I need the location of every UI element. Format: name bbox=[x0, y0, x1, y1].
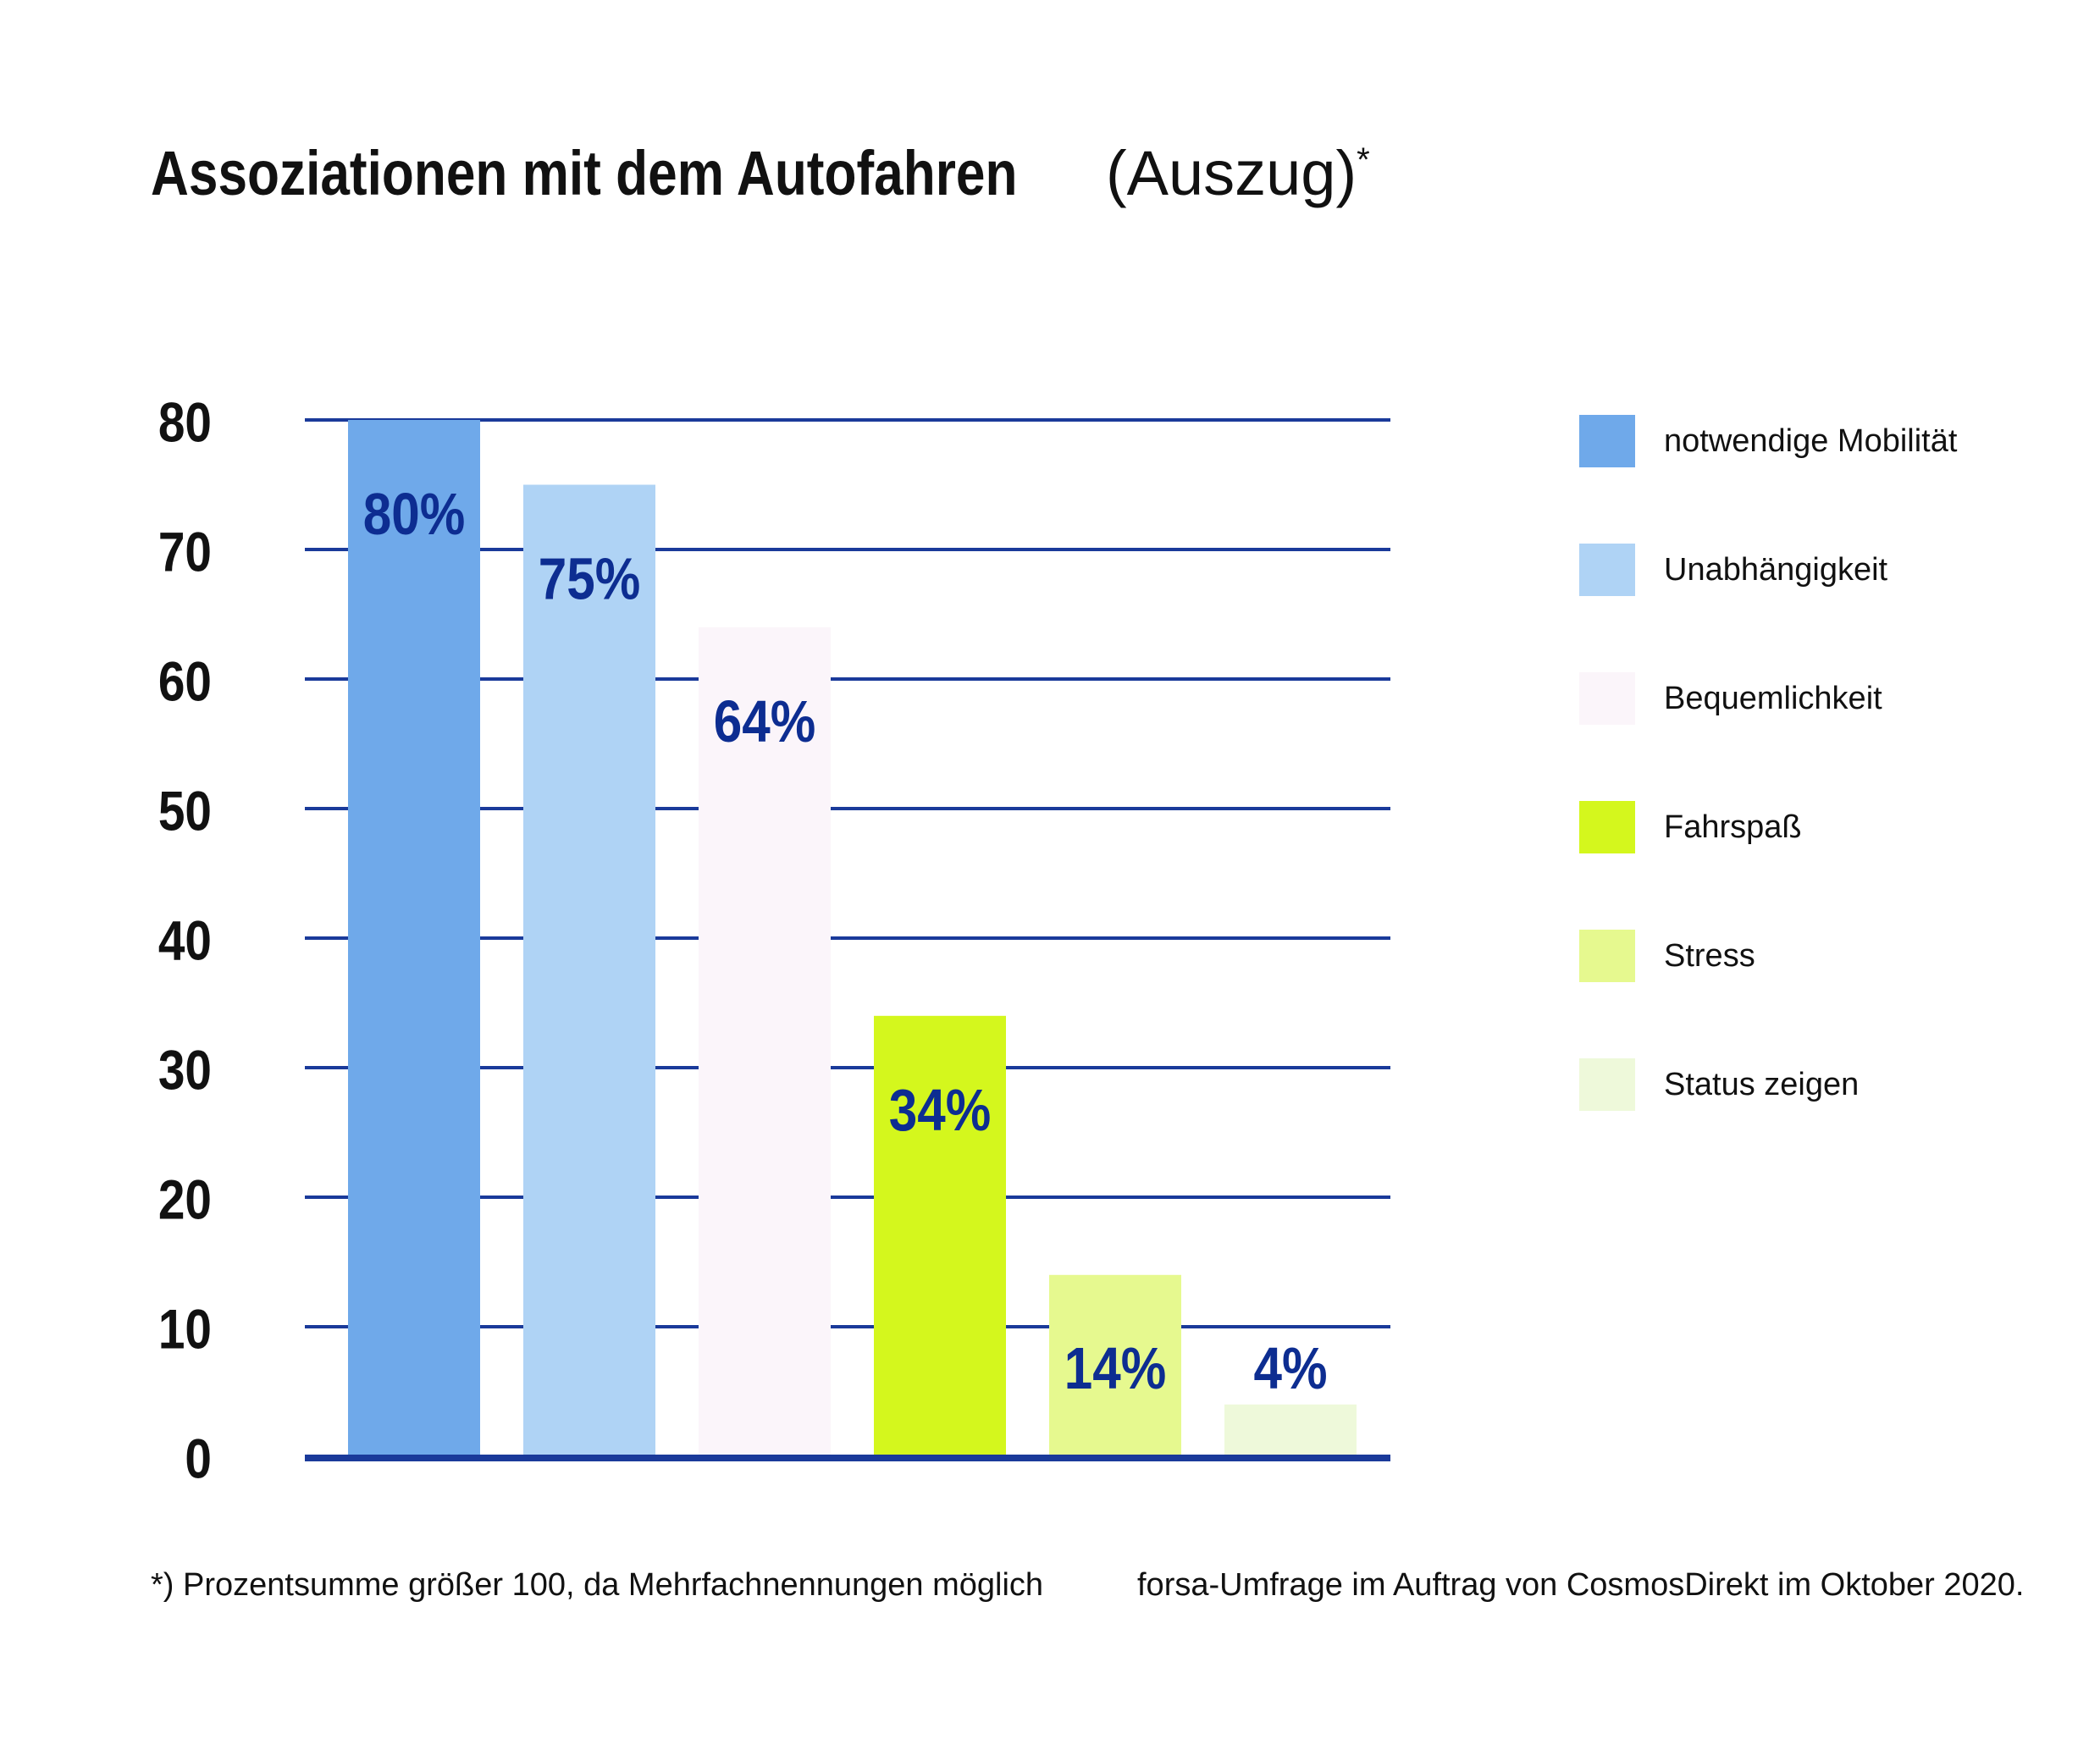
y-tick-label-80: 80 bbox=[158, 391, 212, 454]
bar-6 bbox=[1224, 1404, 1357, 1456]
value-label-3: 64% bbox=[714, 688, 815, 754]
legend-item: Stress bbox=[1579, 930, 2087, 982]
gridlines bbox=[305, 418, 1390, 1328]
chart-title-marker: * bbox=[1357, 141, 1370, 179]
y-tick-label-30: 30 bbox=[158, 1039, 212, 1102]
bar-5 bbox=[1049, 1274, 1181, 1456]
legend-swatch bbox=[1579, 930, 1635, 982]
y-tick-label-10: 10 bbox=[158, 1298, 212, 1361]
legend-swatch bbox=[1579, 1058, 1635, 1111]
y-tick-label-40: 40 bbox=[158, 909, 212, 972]
legend-swatch bbox=[1579, 544, 1635, 596]
bars bbox=[348, 420, 1357, 1456]
legend-item: Bequemlichkeit bbox=[1579, 672, 2087, 725]
legend-label: Fahrspaß bbox=[1664, 809, 1802, 845]
legend-item: Fahrspaß bbox=[1579, 801, 2087, 853]
value-label-1: 80% bbox=[363, 481, 465, 547]
legend-item: notwendige Mobilität bbox=[1579, 415, 2087, 467]
legend-swatch bbox=[1579, 672, 1635, 725]
y-tick-label-0: 0 bbox=[185, 1427, 212, 1490]
legend-label: notwendige Mobilität bbox=[1664, 423, 1958, 459]
legend-item: Unabhängigkeit bbox=[1579, 544, 2087, 596]
chart-title-main: Assoziationen mit dem Autofahren bbox=[151, 138, 1018, 208]
legend-swatch bbox=[1579, 415, 1635, 467]
bar-1 bbox=[348, 420, 480, 1456]
y-tick-label-70: 70 bbox=[158, 521, 212, 583]
bar-2 bbox=[523, 484, 655, 1456]
y-tick-label-50: 50 bbox=[158, 780, 212, 842]
value-label-4: 34% bbox=[889, 1077, 991, 1143]
y-tick-label-20: 20 bbox=[158, 1168, 212, 1231]
chart-title: Assoziationen mit dem Autofahren (Auszug)… bbox=[151, 142, 1370, 205]
value-label-2: 75% bbox=[539, 545, 640, 611]
bar-4 bbox=[874, 1015, 1006, 1456]
footnote-source: forsa-Umfrage im Auftrag von CosmosDirek… bbox=[1137, 1567, 2025, 1603]
bar-3 bbox=[699, 627, 831, 1456]
legend-label: Unabhängigkeit bbox=[1664, 552, 1888, 588]
y-tick-label-60: 60 bbox=[158, 650, 212, 713]
legend-label: Status zeigen bbox=[1664, 1067, 1860, 1102]
value-label-6: 4% bbox=[1254, 1335, 1328, 1401]
value-label-5: 14% bbox=[1064, 1335, 1166, 1401]
legend-swatch bbox=[1579, 801, 1635, 853]
y-axis-ticks: 0 10 20 30 40 50 60 70 80 bbox=[158, 391, 212, 1490]
value-labels: 80% 75% 64% 34% 14% 4% bbox=[363, 481, 1328, 1401]
legend-label: Bequemlichkeit bbox=[1664, 681, 1882, 716]
chart-title-suffix: (Auszug) bbox=[1106, 138, 1357, 208]
footnote-left: *) Prozentsumme größer 100, da Mehrfachn… bbox=[151, 1567, 1044, 1603]
legend-item: Status zeigen bbox=[1579, 1058, 2087, 1111]
legend-label: Stress bbox=[1664, 938, 1755, 974]
